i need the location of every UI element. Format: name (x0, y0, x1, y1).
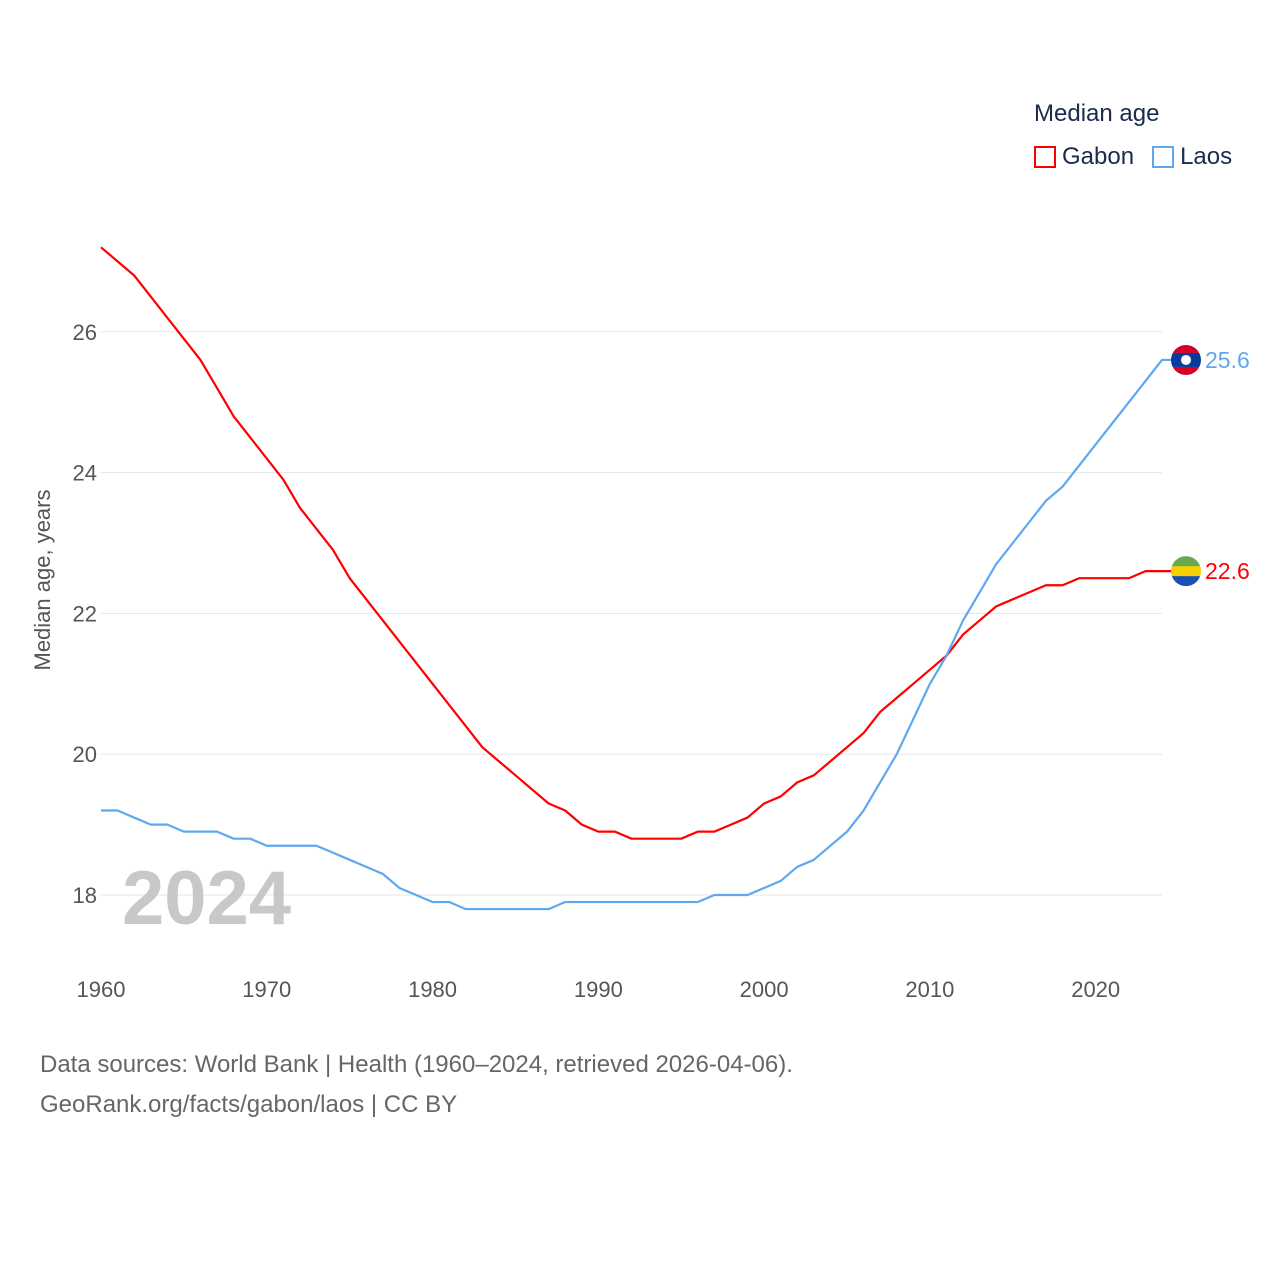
legend-title: Median age (1034, 100, 1160, 127)
x-tick-label: 1980 (408, 977, 457, 1002)
flag-laos-icon (1171, 344, 1201, 375)
y-tick-label: 22 (73, 601, 97, 626)
x-tick-label: 2020 (1071, 977, 1120, 1002)
y-tick-label: 26 (73, 320, 97, 345)
series-line-laos (101, 358, 1186, 911)
y-tick-label: 20 (73, 742, 97, 767)
year-watermark: 2024 (122, 856, 292, 941)
legend-item-laos[interactable]: Laos (1152, 143, 1232, 171)
flag-gabon-icon (1171, 556, 1201, 587)
footer: Data sources: World Bank | Health (1960–… (40, 1045, 793, 1125)
y-axis-label: Median age, years (30, 490, 55, 671)
legend-item-gabon[interactable]: Gabon (1034, 143, 1134, 171)
legend-label-laos: Laos (1180, 143, 1233, 170)
legend-swatch-laos (1152, 146, 1175, 168)
x-tick-label: 2010 (905, 977, 954, 1002)
legend: Gabon Laos (1034, 143, 1232, 171)
legend-label-gabon: Gabon (1062, 143, 1135, 170)
legend-swatch-gabon (1034, 146, 1056, 168)
x-tick-label: 1990 (574, 977, 623, 1002)
x-tick-label: 1970 (242, 977, 291, 1002)
end-value-label-gabon: 22.6 (1205, 558, 1250, 584)
attribution-link[interactable]: GeoRank.org/facts/gabon/laos | CC BY (40, 1091, 458, 1118)
series-line-gabon (100, 246, 1186, 840)
data-source-text: Data sources: World Bank | Health (1960–… (40, 1051, 793, 1078)
x-tick-label: 2000 (740, 977, 789, 1002)
x-tick-label: 1960 (77, 977, 126, 1002)
y-tick-label: 18 (73, 883, 97, 908)
y-tick-label: 24 (73, 461, 97, 486)
end-value-label-laos: 25.6 (1205, 347, 1250, 373)
